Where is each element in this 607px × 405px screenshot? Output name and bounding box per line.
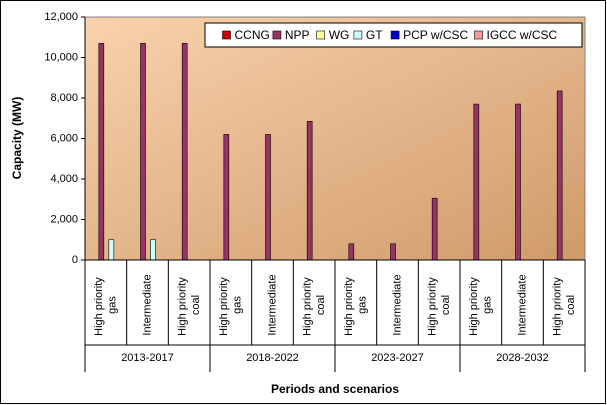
- legend-label: NPP: [285, 28, 310, 42]
- bar: [223, 134, 230, 261]
- x-tick-label: High priority coal: [301, 274, 326, 336]
- x-tick-label: High priority gas: [343, 274, 368, 336]
- legend-swatch: [474, 30, 483, 40]
- bar: [150, 239, 156, 261]
- legend: CCNG NPP WG GT PCP w/CSC IGCC w/CSC: [204, 22, 583, 48]
- legend-swatch: [222, 30, 231, 40]
- bar: [348, 243, 355, 261]
- y-tick-label: 12,000: [44, 11, 78, 23]
- bar: [515, 103, 521, 261]
- x-tick-label: High priority gas: [93, 274, 118, 336]
- x-tick-label: Intermediate: [141, 274, 153, 335]
- bar: [556, 90, 563, 261]
- bar: [306, 120, 313, 261]
- y-tick-label: 6,000: [50, 132, 78, 144]
- period-label: 2018-2022: [246, 352, 299, 364]
- legend-label: WG: [329, 28, 350, 42]
- legend-swatch: [316, 30, 326, 40]
- x-tick-label: High priority coal: [551, 274, 576, 336]
- bar: [265, 134, 271, 261]
- legend-swatch: [353, 30, 363, 40]
- x-tick-label: Intermediate: [266, 274, 278, 335]
- y-tick-label: 8,000: [50, 92, 78, 104]
- x-tick-label: High priority coal: [176, 274, 201, 336]
- x-tick-label: Intermediate: [516, 274, 528, 335]
- period-label: 2013-2017: [121, 352, 174, 364]
- legend-label: GT: [366, 28, 383, 42]
- bar: [98, 43, 105, 261]
- bar: [473, 103, 480, 261]
- y-tick-label: 4,000: [50, 173, 78, 185]
- period-label: 2023-2027: [371, 352, 424, 364]
- x-tick-label: High priority gas: [218, 274, 243, 336]
- legend-label: CCNG: [235, 28, 270, 42]
- y-tick-label: 2,000: [50, 213, 78, 225]
- bar: [390, 243, 396, 261]
- bar: [108, 239, 115, 261]
- x-tick-label: High priority coal: [426, 274, 451, 336]
- y-tick-label: 10,000: [44, 51, 78, 63]
- legend-label: PCP w/CSC: [403, 28, 468, 42]
- legend-swatch: [390, 30, 400, 40]
- plot-area: [84, 16, 586, 261]
- y-axis-label: Capacity (MW): [10, 97, 24, 180]
- legend-label: IGCC w/CSC: [487, 28, 558, 42]
- legend-swatch: [272, 30, 282, 40]
- bar: [431, 197, 438, 261]
- x-tick-label: High priority gas: [468, 274, 493, 336]
- bar: [181, 43, 188, 261]
- period-label: 2028-2032: [496, 352, 549, 364]
- x-tick-label: Intermediate: [391, 274, 403, 335]
- x-axis-label: Periods and scenarios: [271, 382, 399, 396]
- bar: [140, 43, 146, 261]
- y-tick-label: 0: [72, 254, 78, 266]
